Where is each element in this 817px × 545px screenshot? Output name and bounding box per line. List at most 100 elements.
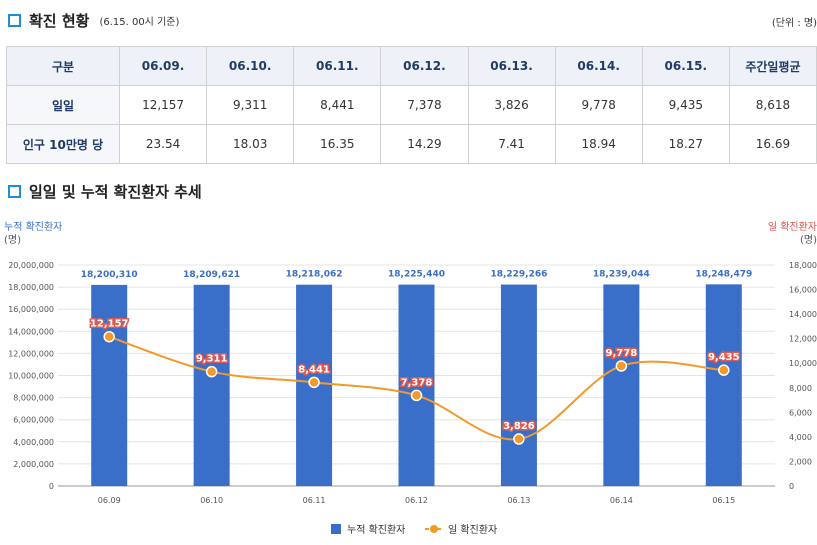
left-axis-tick: 16,000,000 (8, 305, 54, 314)
table-cell: 9,311 (206, 85, 295, 125)
table-header-cell: 06.14. (554, 46, 643, 86)
bar (705, 284, 742, 486)
square-bullet-icon (8, 185, 21, 198)
table-header-cell: 06.15. (641, 46, 730, 86)
line-point (718, 364, 730, 376)
bar (398, 284, 435, 486)
left-axis-tick: 6,000,000 (13, 416, 54, 425)
section-title-trend: 일일 및 누적 확진환자 추세 (8, 181, 202, 202)
right-axis-tick: 2,000 (789, 457, 812, 466)
table-cell: 18.94 (554, 124, 643, 164)
bar-label: 18,225,440 (388, 270, 445, 280)
table-cell: 3,826 (467, 85, 556, 125)
table-cell: 18.27 (641, 124, 730, 164)
line-label: 7,378 (401, 377, 433, 388)
table-cell: 8,441 (293, 85, 382, 125)
right-axis-tick: 14,000 (789, 310, 817, 319)
x-axis-tick: 06.15 (712, 496, 735, 505)
table-cell: 9,435 (641, 85, 730, 125)
left-axis-tick: 0 (49, 482, 54, 491)
status-subtitle: (6.15. 00시 기준) (99, 17, 180, 28)
table-cell: 23.54 (118, 124, 208, 164)
right-axis-unit: (명) (800, 234, 817, 246)
table-row: 일일 12,157 9,311 8,441 7,378 3,826 9,778 … (6, 85, 817, 125)
table-cell: 8,618 (728, 85, 817, 125)
left-axis-tick: 8,000,000 (13, 394, 54, 403)
x-axis-tick: 06.11 (303, 496, 326, 505)
right-axis-title: 일 확진환자 (768, 221, 817, 233)
right-axis-tick: 0 (789, 482, 794, 491)
bar-label: 18,229,266 (490, 270, 547, 280)
table-cell: 14.29 (380, 124, 469, 164)
bar-label: 18,209,621 (183, 270, 240, 280)
table-cell: 16.69 (728, 124, 817, 164)
bar-label: 18,218,062 (286, 270, 343, 280)
left-axis-title: 누적 확진환자 (4, 221, 62, 233)
line-label: 3,826 (503, 421, 535, 432)
left-axis-tick: 4,000,000 (13, 438, 54, 447)
legend-bar-swatch (331, 524, 341, 534)
status-table: 구분 06.09. 06.10. 06.11. 06.12. 06.13. 06… (6, 46, 817, 164)
table-header-cell: 06.10. (206, 46, 295, 86)
line-point (513, 433, 525, 445)
table-row: 인구 10만명 당 23.54 18.03 16.35 14.29 7.41 1… (6, 124, 817, 164)
left-axis-unit: (명) (4, 234, 21, 246)
line-label: 9,778 (606, 348, 638, 359)
line-label: 9,311 (196, 354, 228, 365)
x-axis-tick: 06.10 (200, 496, 223, 505)
left-axis-tick: 20,000,000 (8, 261, 54, 270)
line-label: 9,435 (708, 352, 740, 363)
table-cell: 7.41 (467, 124, 556, 164)
line-point (410, 389, 423, 402)
trend-title: 일일 및 누적 확진환자 추세 (29, 183, 202, 201)
line-label: 8,441 (298, 364, 330, 375)
square-bullet-icon (8, 14, 21, 27)
unit-label: (단위 : 명) (771, 18, 817, 29)
bar (603, 284, 640, 486)
left-axis-tick: 18,000,000 (8, 283, 54, 292)
legend-bar-label: 누적 확진환자 (347, 524, 405, 536)
table-cell: 9,778 (554, 85, 643, 125)
table-cell: 18.03 (206, 124, 295, 164)
bar-label: 18,248,479 (695, 269, 752, 279)
line-point (205, 365, 218, 378)
table-header-cell: 주간일평균 (728, 46, 817, 86)
table-header-cell: 06.12. (380, 46, 469, 86)
x-axis-tick: 06.13 (507, 496, 530, 505)
left-axis-tick: 2,000,000 (13, 460, 54, 469)
table-header-cell: 06.09. (118, 46, 208, 86)
left-axis-tick: 10,000,000 (8, 372, 54, 381)
bar-label: 18,200,310 (81, 270, 138, 280)
right-axis-tick: 18,000 (789, 261, 817, 270)
trend-chart: 누적 확진환자 (명) 일 확진환자 (명) 0 2,000,000 4,000,0… (4, 221, 817, 536)
x-axis-tick: 06.14 (610, 496, 633, 505)
legend-line-label: 일 확진환자 (448, 524, 497, 536)
table-row-label: 인구 10만명 당 (6, 124, 120, 164)
legend-line-marker (430, 525, 438, 533)
right-axis-tick: 16,000 (789, 286, 817, 295)
right-axis-tick: 10,000 (789, 359, 817, 368)
table-header-row: 구분 06.09. 06.10. 06.11. 06.12. 06.13. 06… (6, 46, 817, 86)
table-cell: 16.35 (293, 124, 382, 164)
table-header-cell: 구분 (6, 46, 120, 86)
x-axis-tick: 06.12 (405, 496, 428, 505)
section-title-status: 확진 현황 (6.15. 00시 기준) (8, 10, 179, 31)
right-axis-tick: 6,000 (789, 408, 812, 417)
right-axis-tick: 8,000 (789, 384, 812, 393)
bar (500, 284, 537, 486)
table-header-cell: 06.11. (293, 46, 382, 86)
x-axis-tick: 06.09 (98, 496, 121, 505)
line-point (103, 330, 115, 343)
table-header-cell: 06.13. (467, 46, 556, 86)
table-cell: 12,157 (118, 85, 208, 125)
bar-label: 18,239,044 (593, 269, 650, 279)
line-point (615, 360, 628, 372)
line-label: 12,157 (90, 319, 129, 330)
table-cell: 7,378 (380, 85, 469, 125)
table-row-label: 일일 (6, 85, 120, 125)
left-axis-tick: 14,000,000 (8, 327, 54, 336)
line-point (308, 376, 320, 389)
bar (91, 284, 128, 486)
right-axis-tick: 12,000 (789, 335, 817, 344)
status-title: 확진 현황 (29, 12, 90, 30)
